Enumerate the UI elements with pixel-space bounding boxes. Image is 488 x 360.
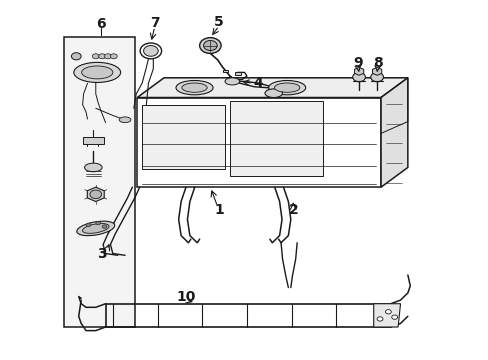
Polygon shape [137, 98, 380, 187]
Polygon shape [137, 78, 407, 98]
Ellipse shape [385, 310, 390, 314]
Ellipse shape [84, 163, 102, 172]
Ellipse shape [71, 53, 81, 60]
Text: 5: 5 [214, 15, 224, 29]
Ellipse shape [90, 190, 102, 199]
Ellipse shape [77, 221, 115, 236]
Bar [222, 69, 228, 72]
Polygon shape [229, 101, 322, 176]
Text: 8: 8 [372, 57, 382, 71]
Bar [64, 37, 135, 327]
Text: 1: 1 [214, 203, 224, 217]
Text: 4: 4 [253, 76, 263, 90]
Ellipse shape [140, 43, 161, 59]
Text: 2: 2 [288, 203, 298, 217]
Ellipse shape [199, 38, 221, 53]
Text: 6: 6 [96, 17, 105, 31]
Ellipse shape [176, 81, 213, 95]
Text: 10: 10 [176, 289, 195, 303]
Text: 9: 9 [352, 57, 362, 71]
Polygon shape [380, 78, 407, 187]
Ellipse shape [86, 223, 91, 226]
Ellipse shape [104, 54, 111, 59]
Ellipse shape [92, 54, 99, 59]
Ellipse shape [274, 83, 299, 92]
Polygon shape [373, 304, 400, 327]
Ellipse shape [110, 54, 117, 59]
Ellipse shape [102, 225, 107, 228]
Polygon shape [87, 187, 104, 202]
Ellipse shape [82, 224, 109, 233]
Text: 7: 7 [150, 16, 159, 30]
Ellipse shape [268, 81, 305, 95]
Ellipse shape [119, 117, 131, 123]
Polygon shape [372, 67, 381, 75]
Ellipse shape [352, 72, 365, 82]
Ellipse shape [143, 45, 158, 56]
Polygon shape [142, 105, 224, 169]
Ellipse shape [264, 89, 282, 98]
Ellipse shape [96, 221, 101, 225]
Ellipse shape [74, 62, 121, 82]
Ellipse shape [81, 66, 113, 79]
Ellipse shape [99, 54, 105, 59]
Ellipse shape [370, 72, 383, 82]
Ellipse shape [203, 41, 217, 50]
Ellipse shape [376, 317, 382, 321]
Text: 3: 3 [97, 247, 107, 261]
Bar [82, 137, 104, 144]
Polygon shape [354, 67, 363, 75]
Ellipse shape [224, 78, 239, 85]
Bar [234, 72, 240, 75]
Ellipse shape [391, 315, 397, 319]
Ellipse shape [182, 83, 207, 92]
